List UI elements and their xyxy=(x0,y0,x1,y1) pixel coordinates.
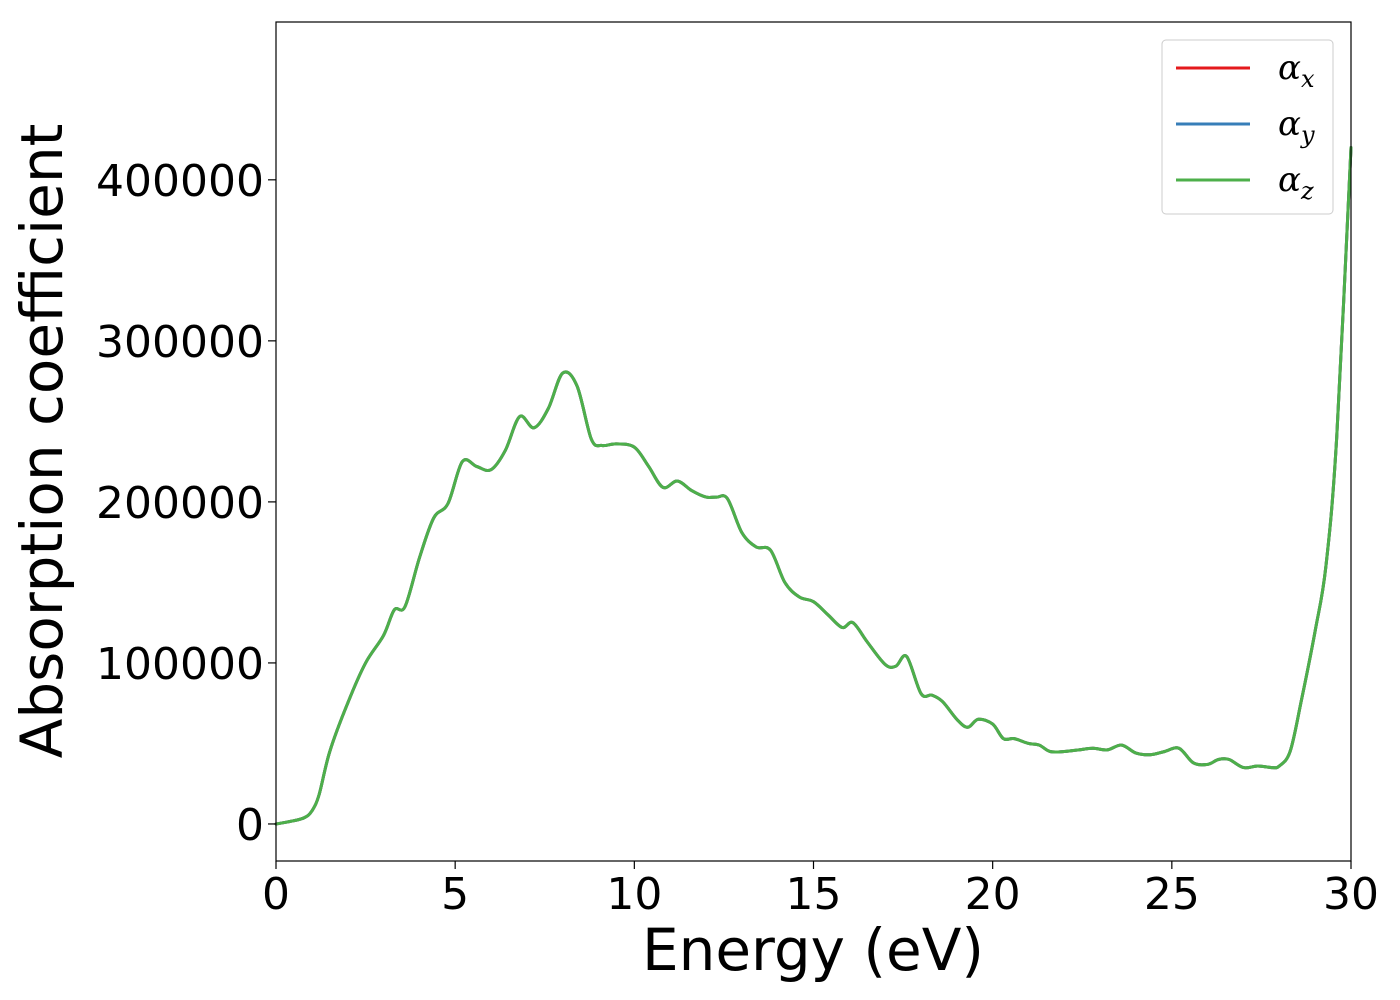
legend-label-z: αz xyxy=(1278,160,1314,205)
y-tick-label: 100000 xyxy=(96,639,264,690)
y-tick-label: 0 xyxy=(236,800,264,851)
y-axis-ticks: 0 100000 200000 300000 400000 xyxy=(96,156,276,851)
y-tick-label: 200000 xyxy=(96,478,264,529)
legend: αx αy αz xyxy=(1161,39,1334,215)
x-tick-label: 10 xyxy=(606,869,662,920)
x-tick-label: 15 xyxy=(786,869,842,920)
x-tick-label: 0 xyxy=(262,869,290,920)
x-tick-label: 20 xyxy=(965,869,1021,920)
x-axis-ticks: 0 5 10 15 20 25 30 xyxy=(262,861,1379,920)
y-axis-label: Absorption coefficient xyxy=(8,124,76,759)
legend-label-y: αy xyxy=(1278,104,1315,149)
x-tick-label: 25 xyxy=(1144,869,1200,920)
legend-box xyxy=(1161,39,1334,215)
y-tick-label: 300000 xyxy=(96,317,264,368)
plot-lines xyxy=(274,146,1353,826)
x-tick-label: 5 xyxy=(441,869,469,920)
series-line-z xyxy=(274,146,1353,826)
x-axis-label: Energy (eV) xyxy=(642,916,984,984)
legend-label-x: αx xyxy=(1278,48,1315,93)
y-tick-label: 400000 xyxy=(96,156,264,207)
x-tick-label: 30 xyxy=(1323,869,1379,920)
